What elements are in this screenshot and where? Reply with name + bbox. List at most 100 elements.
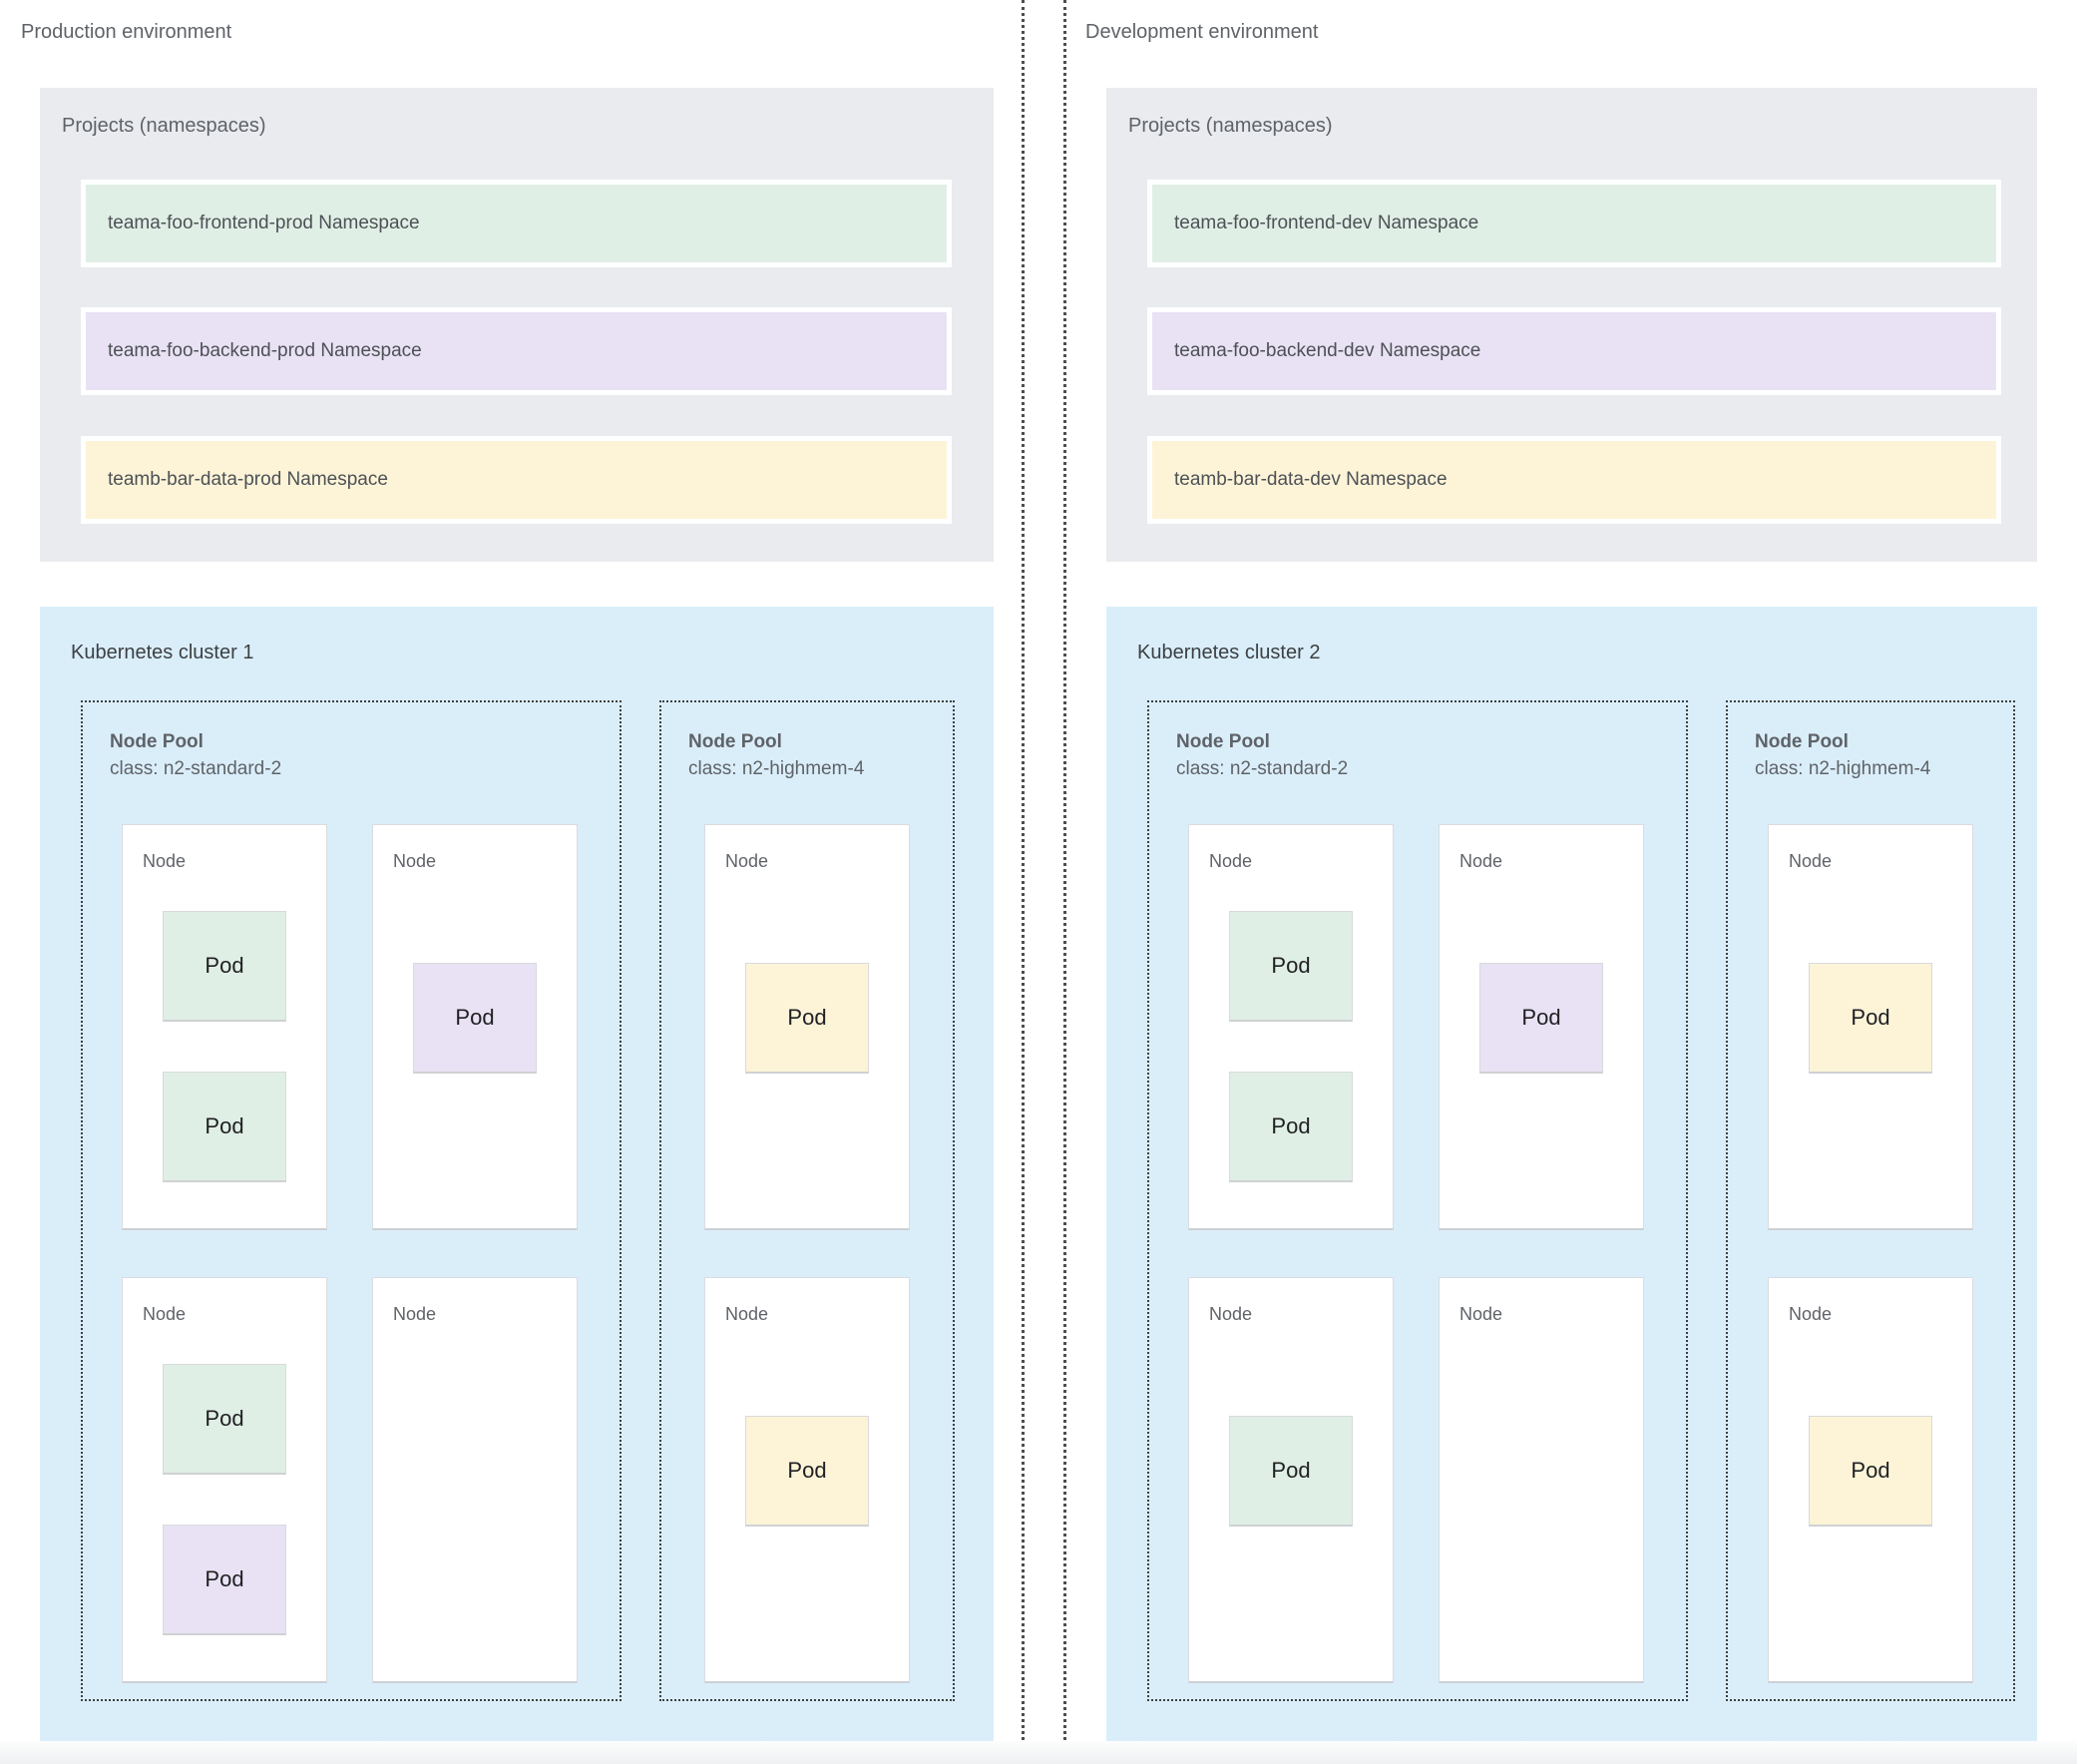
- pod: Pod: [163, 911, 286, 1022]
- namespace-bar-data-prod: teamb-bar-data-prod Namespace: [81, 436, 952, 524]
- node-pool-highmem: Node Pool class: n2-highmem-4 Node Pod N…: [1726, 700, 2015, 1701]
- namespace-bar-frontend-prod: teama-foo-frontend-prod Namespace: [81, 180, 952, 267]
- node-label: Node: [725, 851, 769, 871]
- node-pool-class: class: n2-standard-2: [1176, 758, 1349, 779]
- pod: Pod: [1809, 1415, 1932, 1527]
- pod-label: Pod: [455, 1004, 495, 1030]
- pod-label: Pod: [1851, 1457, 1890, 1483]
- node-pool-name: Node Pool: [688, 731, 782, 752]
- node-label: Node: [725, 1304, 769, 1324]
- pod-list: Pod: [705, 1278, 909, 1681]
- node: Node: [1439, 1277, 1644, 1683]
- pod-list: Pod: [1769, 825, 1972, 1228]
- node-pool-highmem: Node Pool class: n2-highmem-4 Node Pod N…: [659, 700, 955, 1701]
- node-label: Node: [1459, 1304, 1503, 1324]
- node-pool-standard: Node Pool class: n2-standard-2 Node Pod …: [1147, 700, 1688, 1701]
- projects-label: Projects (namespaces): [1128, 115, 1333, 137]
- projects-label: Projects (namespaces): [62, 115, 266, 137]
- cluster-title: Kubernetes cluster 1: [71, 642, 254, 663]
- node-label: Node: [1209, 851, 1253, 871]
- pod: Pod: [1229, 1415, 1353, 1527]
- node: Node Pod Pod: [1188, 824, 1394, 1230]
- pod-list: [373, 1278, 577, 1681]
- pod: Pod: [413, 962, 537, 1074]
- pod-label: Pod: [205, 1566, 244, 1591]
- node-label: Node: [143, 851, 187, 871]
- node-pool-class: class: n2-highmem-4: [688, 758, 865, 779]
- pod: Pod: [1229, 911, 1353, 1022]
- node-label: Node: [1459, 851, 1503, 871]
- projects-panel: Projects (namespaces) teama-foo-frontend…: [40, 88, 994, 562]
- pod: Pod: [1229, 1072, 1353, 1182]
- node-label: Node: [1789, 851, 1833, 871]
- pod-label: Pod: [787, 1004, 827, 1030]
- kubernetes-cluster-1: Kubernetes cluster 1 Node Pool class: n2…: [40, 607, 994, 1741]
- pod: Pod: [745, 1415, 869, 1527]
- node: Node Pod: [372, 824, 578, 1230]
- pod-label: Pod: [1521, 1004, 1561, 1030]
- pod-label: Pod: [787, 1457, 827, 1483]
- pod: Pod: [1479, 962, 1603, 1074]
- environment-production: Production environment Projects (namespa…: [0, 0, 1038, 1764]
- pod-list: Pod: [373, 825, 577, 1228]
- node-label: Node: [1789, 1304, 1833, 1324]
- namespace-label: teamb-bar-data-dev Namespace: [1174, 469, 1448, 490]
- namespace-bar-backend-dev: teama-foo-backend-dev Namespace: [1147, 307, 2001, 395]
- pod-label: Pod: [1851, 1004, 1890, 1030]
- pod-list: Pod Pod: [123, 825, 326, 1228]
- pod: Pod: [163, 1072, 286, 1182]
- node: Node Pod Pod: [122, 824, 327, 1230]
- node: Node Pod: [1768, 824, 1973, 1230]
- pod-label: Pod: [1271, 1113, 1311, 1138]
- pod-list: Pod: [1440, 825, 1643, 1228]
- namespace-label: teama-foo-frontend-prod Namespace: [108, 213, 420, 233]
- pod-label: Pod: [205, 1406, 244, 1431]
- pod-label: Pod: [205, 953, 244, 978]
- cluster-title: Kubernetes cluster 2: [1137, 642, 1321, 663]
- node-pool-header: Node Pool class: n2-standard-2: [1176, 728, 1348, 782]
- node: Node Pod: [1439, 824, 1644, 1230]
- pod-list: [1440, 1278, 1643, 1681]
- node-pool-name: Node Pool: [110, 731, 204, 752]
- node-label: Node: [393, 851, 437, 871]
- pod-list: Pod: [705, 825, 909, 1228]
- pod-list: Pod Pod: [1189, 825, 1393, 1228]
- node-pool-name: Node Pool: [1755, 731, 1849, 752]
- pod-list: Pod: [1769, 1278, 1972, 1681]
- node-label: Node: [393, 1304, 437, 1324]
- node: Node Pod: [704, 824, 910, 1230]
- node: Node Pod Pod: [122, 1277, 327, 1683]
- environment-title: Development environment: [1085, 21, 1319, 43]
- namespace-label: teama-foo-backend-prod Namespace: [108, 340, 422, 361]
- namespace-label: teama-foo-backend-dev Namespace: [1174, 340, 1481, 361]
- pod-label: Pod: [1271, 1457, 1311, 1483]
- pod-list: Pod: [1189, 1278, 1393, 1681]
- namespace-label: teamb-bar-data-prod Namespace: [108, 469, 388, 490]
- environment-development: Development environment Projects (namesp…: [1038, 0, 2077, 1764]
- pod-label: Pod: [1271, 953, 1311, 978]
- node: Node Pod: [1188, 1277, 1394, 1683]
- node-pool-header: Node Pool class: n2-highmem-4: [1755, 728, 1930, 782]
- kubernetes-cluster-2: Kubernetes cluster 2 Node Pool class: n2…: [1106, 607, 2037, 1741]
- pod-list: Pod Pod: [123, 1278, 326, 1681]
- node-pool-standard: Node Pool class: n2-standard-2 Node Pod …: [81, 700, 622, 1701]
- namespace-bar-frontend-dev: teama-foo-frontend-dev Namespace: [1147, 180, 2001, 267]
- pod: Pod: [163, 1525, 286, 1635]
- node-label: Node: [143, 1304, 187, 1324]
- node-pool-class: class: n2-highmem-4: [1755, 758, 1931, 779]
- pod-label: Pod: [205, 1113, 244, 1138]
- node-label: Node: [1209, 1304, 1253, 1324]
- page-bottom-fade: [0, 1741, 2077, 1764]
- environment-title: Production environment: [21, 21, 232, 43]
- namespace-bar-data-dev: teamb-bar-data-dev Namespace: [1147, 436, 2001, 524]
- node-pool-name: Node Pool: [1176, 731, 1270, 752]
- node-pool-header: Node Pool class: n2-standard-2: [110, 728, 281, 782]
- namespace-bar-backend-prod: teama-foo-backend-prod Namespace: [81, 307, 952, 395]
- node-pool-class: class: n2-standard-2: [110, 758, 282, 779]
- namespace-label: teama-foo-frontend-dev Namespace: [1174, 213, 1479, 233]
- pod: Pod: [745, 962, 869, 1074]
- environment-divider-line: [1022, 0, 1025, 1764]
- node: Node Pod: [1768, 1277, 1973, 1683]
- node-pool-header: Node Pool class: n2-highmem-4: [688, 728, 864, 782]
